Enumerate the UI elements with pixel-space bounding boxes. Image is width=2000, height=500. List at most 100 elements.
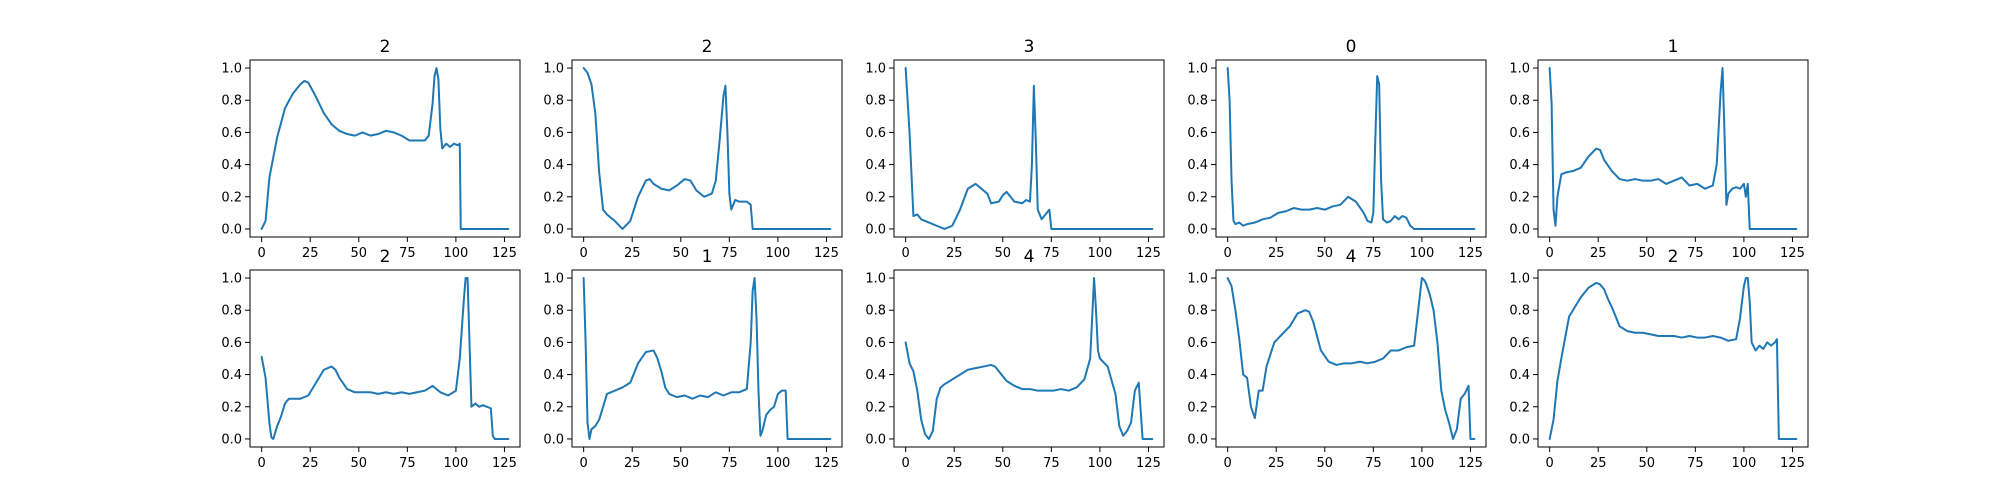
y-tick-label: 0.4 [1187,158,1208,173]
y-tick-label: 1.0 [1187,272,1208,287]
subplot-title: 0 [1346,37,1357,57]
y-tick-label: 0.2 [1187,400,1208,415]
x-tick-label: 0 [258,456,266,471]
x-tick-label: 50 [995,246,1012,261]
x-tick-label: 25 [1590,456,1607,471]
series-line [1548,277,1798,440]
y-tick-label: 0.2 [1509,190,1530,205]
y-tick-label: 0.0 [865,222,886,237]
x-tick-label: 100 [1087,246,1112,261]
subplot-title: 3 [1024,37,1035,57]
x-tick-label: 0 [1224,456,1232,471]
subplot-9: 4 0 25 50 75 100 125 0.0 0.2 0.4 0.6 0.8 1.0 [1187,247,1487,471]
subplot-10: 2 0 25 50 75 100 125 0.0 0.2 0.4 0.6 0.8 1.0 [1509,247,1809,471]
x-tick-label: 100 [765,456,790,471]
subplot-1: 2 0 25 50 75 100 125 0.0 0.2 0.4 0.6 0.8 1.0 [221,37,521,261]
x-tick-label: 50 [1639,246,1656,261]
x-tick-label: 0 [902,246,910,261]
y-tick-label: 0.8 [865,304,886,319]
x-tick-label: 0 [580,246,588,261]
axes-frame [1215,269,1487,448]
x-tick-label: 75 [1687,456,1704,471]
x-tick-label: 100 [1087,456,1112,471]
series-line [904,277,1154,440]
y-tick-label: 0.0 [543,222,564,237]
x-tick-label: 50 [1317,246,1334,261]
y-tick-label: 0.6 [221,336,242,351]
y-tick-label: 0.8 [543,304,564,319]
x-tick-label: 75 [721,456,738,471]
x-tick-label: 100 [1731,246,1756,261]
x-tick-label: 25 [1590,246,1607,261]
y-tick-label: 0.8 [543,94,564,109]
y-tick-label: 0.4 [221,368,242,383]
x-tick-label: 50 [351,456,368,471]
y-tick-label: 1.0 [221,62,242,77]
x-tick-label: 125 [1136,456,1161,471]
axes-frame [571,59,843,238]
x-tick-label: 50 [673,456,690,471]
x-tick-label: 50 [1317,456,1334,471]
x-tick-label: 125 [492,456,517,471]
x-tick-label: 125 [1780,456,1805,471]
y-tick-label: 0.8 [221,304,242,319]
subplot-title: 4 [1024,247,1035,267]
subplot-3: 3 0 25 50 75 100 125 0.0 0.2 0.4 0.6 0.8 1.0 [865,37,1165,261]
subplot-6: 2 0 25 50 75 100 125 0.0 0.2 0.4 0.6 0.8 1.0 [221,247,521,471]
y-tick-label: 1.0 [865,62,886,77]
subplot-title: 2 [702,37,713,57]
x-tick-label: 25 [1268,246,1285,261]
x-tick-label: 75 [1687,246,1704,261]
axes-frame [1215,59,1487,238]
y-tick-label: 0.2 [865,400,886,415]
subplot-title: 2 [380,247,391,267]
x-tick-label: 75 [399,246,416,261]
subplot-title: 1 [1668,37,1679,57]
x-tick-label: 100 [1731,456,1756,471]
y-tick-label: 0.0 [543,432,564,447]
x-tick-label: 0 [1546,246,1554,261]
x-tick-label: 25 [1268,456,1285,471]
y-tick-label: 0.6 [543,126,564,141]
x-tick-label: 100 [765,246,790,261]
y-tick-label: 0.6 [1509,336,1530,351]
y-tick-label: 0.0 [221,222,242,237]
subplot-7: 1 0 25 50 75 100 125 0.0 0.2 0.4 0.6 0.8 1.0 [543,247,843,471]
y-tick-label: 0.4 [1187,368,1208,383]
axes-frame [249,59,521,238]
y-tick-label: 0.6 [865,126,886,141]
x-tick-label: 25 [302,246,319,261]
subplot-title: 2 [1668,247,1679,267]
y-tick-label: 0.0 [221,432,242,447]
x-tick-label: 125 [1458,456,1483,471]
y-tick-label: 0.0 [865,432,886,447]
y-tick-label: 1.0 [543,62,564,77]
y-tick-label: 0.0 [1187,432,1208,447]
x-tick-label: 25 [624,246,641,261]
axes-frame [1537,269,1809,448]
x-tick-label: 0 [580,456,588,471]
y-tick-label: 0.0 [1509,222,1530,237]
x-tick-label: 50 [673,246,690,261]
y-tick-label: 0.4 [865,368,886,383]
subplot-5: 1 0 25 50 75 100 125 0.0 0.2 0.4 0.6 0.8 1.0 [1509,37,1809,261]
x-tick-label: 75 [1365,246,1382,261]
x-tick-label: 75 [399,456,416,471]
x-tick-label: 125 [1136,246,1161,261]
x-tick-label: 100 [443,456,468,471]
subplot-title: 4 [1346,247,1357,267]
x-tick-label: 25 [946,456,963,471]
y-tick-label: 0.2 [221,400,242,415]
series-line [582,277,832,440]
x-tick-label: 0 [1546,456,1554,471]
y-tick-label: 1.0 [543,272,564,287]
series-line [1548,67,1798,230]
x-tick-label: 125 [492,246,517,261]
axes-frame [571,269,843,448]
y-tick-label: 0.4 [1509,368,1530,383]
y-tick-label: 0.6 [1509,126,1530,141]
y-tick-label: 0.2 [543,400,564,415]
x-tick-label: 75 [1043,246,1060,261]
y-tick-label: 0.8 [1509,304,1530,319]
